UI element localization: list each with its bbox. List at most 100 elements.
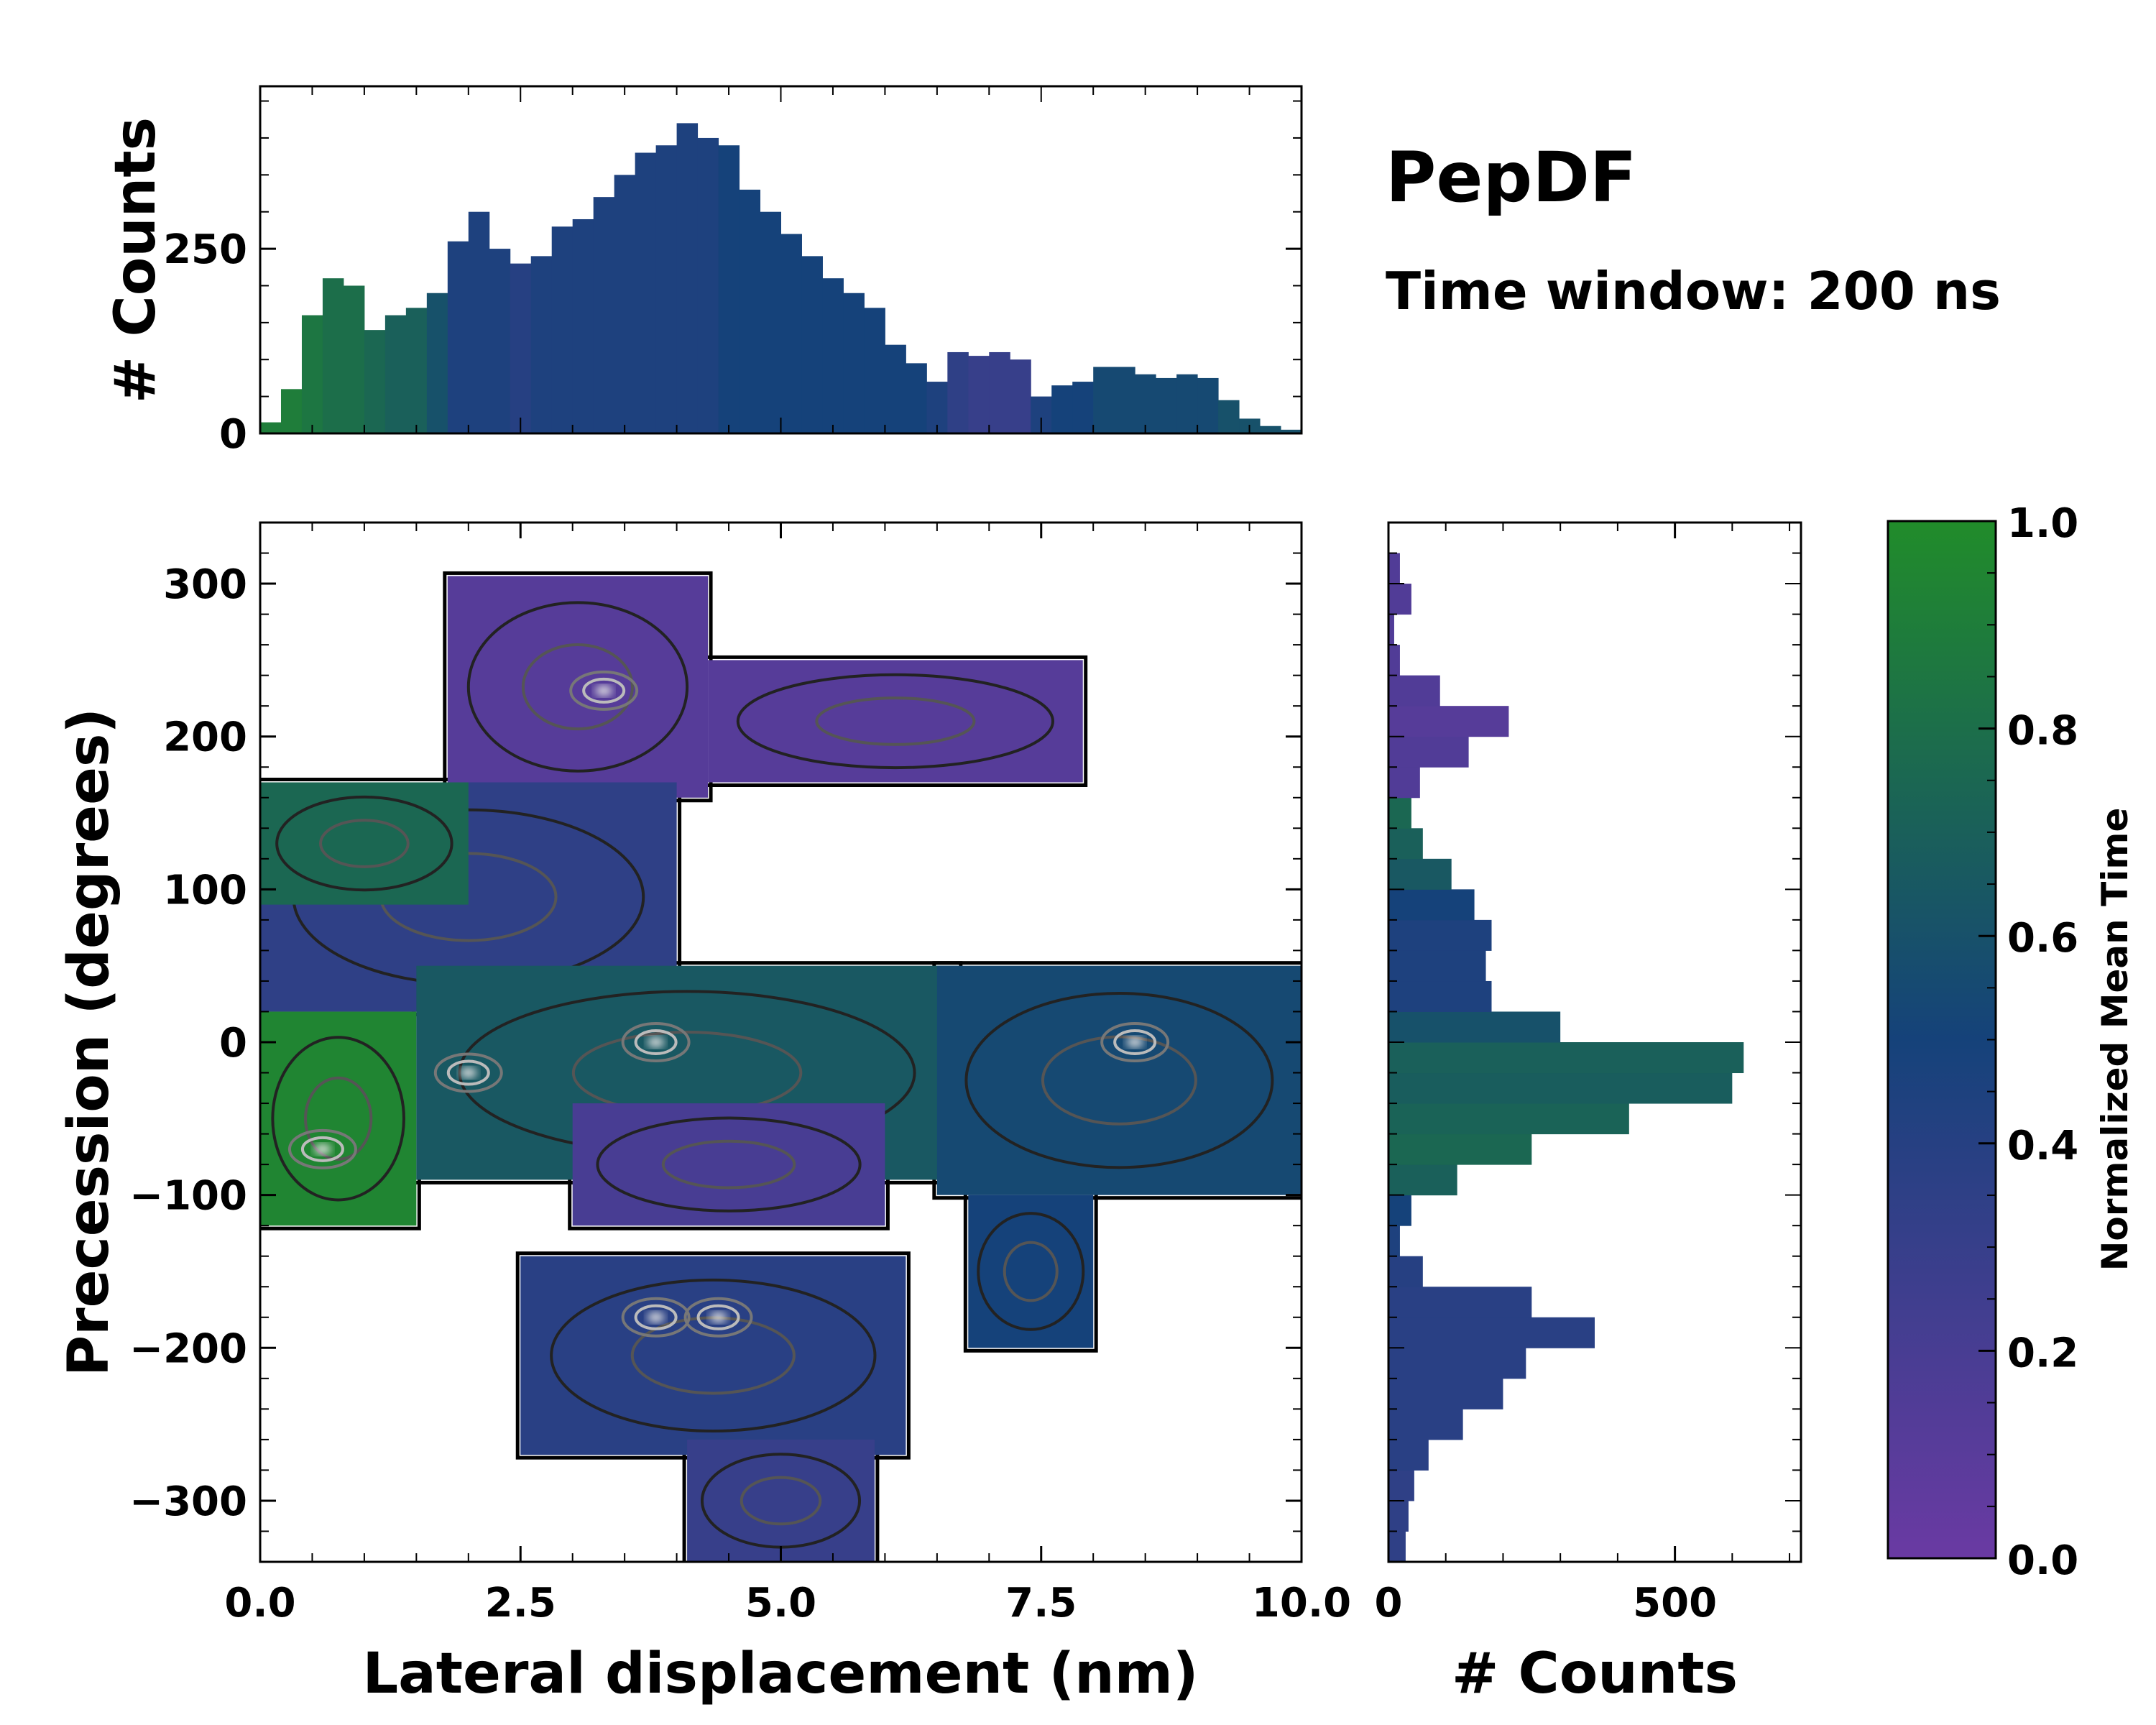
hotspot-contour-outer bbox=[433, 1052, 503, 1093]
right-histogram-bar bbox=[1388, 1195, 1411, 1226]
top-histogram-bar bbox=[468, 211, 490, 433]
hotspot-core bbox=[647, 1312, 665, 1322]
top-histogram-bar bbox=[572, 218, 594, 433]
right-histogram-bar bbox=[1388, 1133, 1532, 1165]
right-histogram-bar bbox=[1388, 889, 1475, 921]
top-histogram-bar bbox=[739, 189, 761, 433]
top-histogram-bar bbox=[801, 256, 823, 433]
right-histogram-bar bbox=[1388, 1500, 1409, 1532]
right-histogram-bar bbox=[1388, 1011, 1561, 1043]
main-ytick-label: 200 bbox=[163, 714, 247, 761]
colorbar-label: Normalized Mean Time bbox=[2094, 808, 2136, 1271]
main-ylabel: Precession (degrees) bbox=[57, 708, 121, 1376]
main-xtick-label: 0.0 bbox=[224, 1580, 295, 1627]
right-histogram-bar bbox=[1388, 645, 1400, 676]
contour-ring bbox=[466, 601, 689, 773]
top-histogram-bar bbox=[676, 123, 699, 433]
top-histogram-bar bbox=[510, 263, 532, 433]
main-ytick-label: 100 bbox=[163, 867, 247, 914]
contour-ring bbox=[815, 696, 976, 746]
top-histogram-bar bbox=[1218, 400, 1240, 433]
top-histogram-bar bbox=[260, 422, 282, 433]
right-histogram: 0 500 # Counts bbox=[1375, 521, 1802, 1706]
top-histogram-bar bbox=[405, 308, 428, 433]
right-histogram-bar bbox=[1388, 1042, 1744, 1074]
top-histogram-bar bbox=[447, 241, 469, 433]
right-histogram-bar bbox=[1388, 828, 1423, 860]
top-histogram-bar bbox=[1093, 367, 1115, 433]
top-histogram-bar bbox=[885, 344, 906, 433]
top-histogram-bar bbox=[593, 197, 615, 433]
main-ytick-label: 300 bbox=[163, 561, 247, 608]
right-histogram-bar bbox=[1388, 706, 1509, 737]
top-histogram-bar bbox=[614, 175, 636, 433]
right-histogram-bar bbox=[1388, 1072, 1733, 1104]
top-histogram-bar bbox=[322, 278, 344, 433]
contour-ring bbox=[1003, 1241, 1059, 1302]
contour-ring bbox=[1041, 1035, 1197, 1126]
contour-ring bbox=[275, 795, 453, 892]
right-histogram-bar bbox=[1388, 1348, 1526, 1379]
right-histogram-bar bbox=[1388, 858, 1452, 890]
right-histogram-bar bbox=[1388, 980, 1492, 1012]
top-histogram-bar bbox=[551, 226, 573, 433]
contour-ring bbox=[740, 1476, 822, 1526]
hotspot-contour-inner bbox=[446, 1059, 490, 1086]
figure-title: PepDF bbox=[1386, 137, 1636, 218]
contour-ring bbox=[319, 819, 410, 868]
right-histogram-xlabel: # Counts bbox=[1452, 1642, 1738, 1706]
right-histogram-bar bbox=[1388, 675, 1440, 707]
region-top-purple-2 bbox=[708, 660, 1083, 783]
right-histogram-bar bbox=[1388, 1225, 1400, 1257]
main-xlabel: Lateral displacement (nm) bbox=[362, 1642, 1198, 1706]
hotspot-core bbox=[459, 1067, 477, 1078]
main-xtick-label: 10.0 bbox=[1252, 1580, 1351, 1627]
region-center-purple bbox=[572, 1103, 885, 1226]
top-histogram-bar bbox=[426, 293, 448, 433]
top-histogram-bar bbox=[968, 356, 990, 433]
colorbar-tick-label: 0.6 bbox=[2007, 915, 2078, 962]
contour-ring bbox=[964, 991, 1274, 1169]
top-histogram-bar bbox=[364, 330, 386, 433]
right-xtick-label: 0 bbox=[1375, 1580, 1403, 1627]
hotspot-contour-inner bbox=[582, 677, 626, 704]
hotspot-contour-outer bbox=[287, 1128, 357, 1169]
main-ytick-label: −300 bbox=[129, 1478, 247, 1525]
right-histogram-bar bbox=[1388, 767, 1420, 799]
top-histogram-bar bbox=[1281, 429, 1302, 433]
hotspot-contour-outer bbox=[621, 1022, 691, 1062]
top-histogram-bar bbox=[718, 145, 740, 433]
top-histogram-bar bbox=[1072, 382, 1094, 433]
top-histogram: 0 250 # Counts bbox=[103, 85, 1303, 458]
top-histogram-bar bbox=[280, 389, 303, 433]
top-histogram-bar bbox=[780, 234, 802, 433]
contour-ring bbox=[596, 1116, 862, 1213]
top-histogram-bar bbox=[343, 285, 365, 433]
top-histogram-bar bbox=[947, 351, 969, 433]
hotspot-core bbox=[1126, 1037, 1144, 1047]
right-histogram-bar bbox=[1388, 1439, 1429, 1471]
right-histogram-bar bbox=[1388, 1287, 1532, 1318]
figure-subtitle: Time window: 200 ns bbox=[1386, 261, 2001, 321]
top-histogram-bar bbox=[1135, 374, 1156, 433]
right-xtick-label: 500 bbox=[1633, 1580, 1717, 1627]
hotspot-contour-outer bbox=[569, 670, 639, 711]
top-histogram-bar bbox=[1176, 374, 1198, 433]
main-ytick-label: 0 bbox=[219, 1020, 247, 1067]
right-histogram-bar bbox=[1388, 1378, 1503, 1409]
contour-ring bbox=[521, 643, 635, 731]
right-histogram-bar bbox=[1388, 1317, 1595, 1348]
main-ytick-label: −100 bbox=[129, 1173, 247, 1220]
top-histogram-bar bbox=[301, 315, 323, 433]
top-histogram-bar bbox=[1114, 367, 1135, 433]
contour-ring bbox=[977, 1212, 1085, 1331]
main-ytick-label: −200 bbox=[129, 1325, 247, 1372]
right-histogram-bar bbox=[1388, 797, 1411, 829]
top-histogram-bar bbox=[1156, 377, 1177, 433]
contour-ring bbox=[271, 1036, 405, 1202]
top-histogram-bar bbox=[989, 351, 1010, 433]
hotspot-contour-outer bbox=[1100, 1022, 1170, 1062]
colorbar: 0.0 0.2 0.4 0.6 0.8 1.0 Normalized Mean Time bbox=[1886, 500, 2136, 1584]
right-histogram-bar bbox=[1388, 1103, 1629, 1135]
main-xtick-label: 5.0 bbox=[745, 1580, 816, 1627]
